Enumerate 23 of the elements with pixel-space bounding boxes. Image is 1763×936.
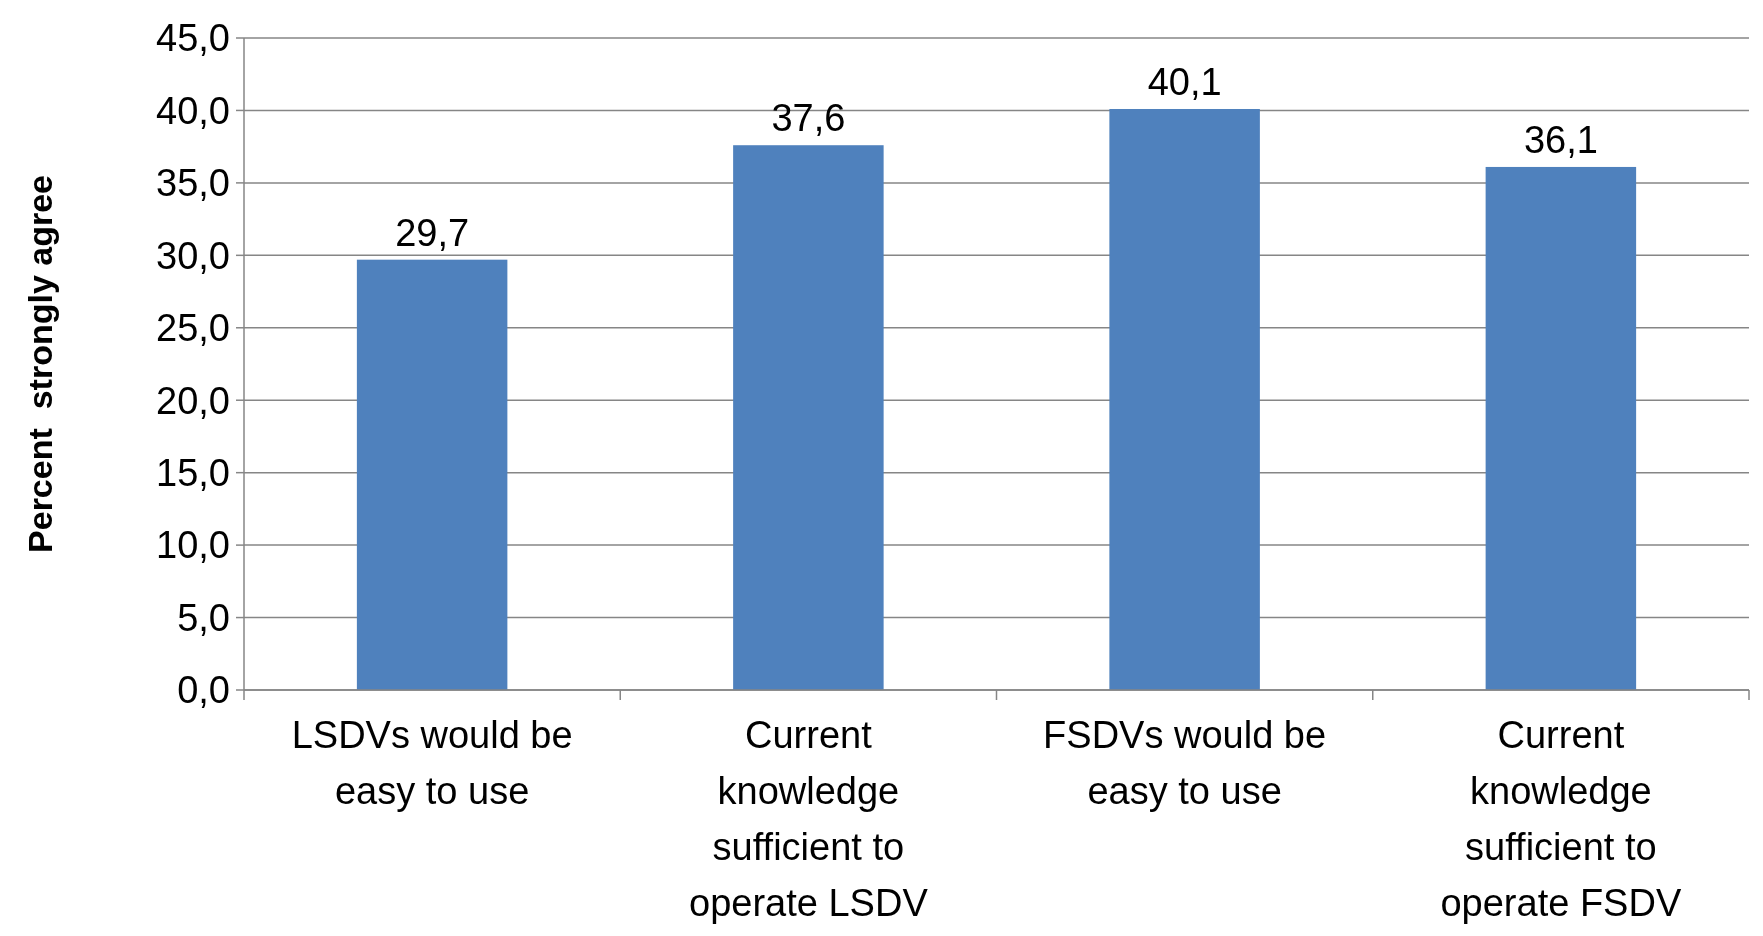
y-tick-label: 0,0 bbox=[177, 669, 230, 712]
y-tick-label: 45,0 bbox=[156, 17, 230, 60]
y-tick-label: 35,0 bbox=[156, 162, 230, 205]
y-tick-label: 20,0 bbox=[156, 379, 230, 422]
bar bbox=[1485, 166, 1637, 690]
x-tick-label: LSDVs would be easy to use bbox=[291, 714, 573, 812]
x-tick-label: Current knowledge sufficient to operate FSDV bbox=[1440, 714, 1682, 924]
data-label: 37,6 bbox=[771, 97, 846, 140]
bar bbox=[356, 259, 508, 690]
bar bbox=[1109, 109, 1260, 690]
y-axis-title: Percent strongly agree bbox=[21, 175, 59, 553]
y-tick-label: 40,0 bbox=[156, 89, 230, 132]
data-label: 36,1 bbox=[1523, 118, 1598, 161]
y-tick-label: 10,0 bbox=[156, 524, 230, 567]
y-tick-label: 5,0 bbox=[177, 596, 230, 639]
y-tick-label: 30,0 bbox=[156, 234, 230, 277]
y-tick-label: 15,0 bbox=[156, 451, 230, 494]
y-tick-label: 25,0 bbox=[156, 307, 230, 350]
data-label: 29,7 bbox=[395, 211, 470, 254]
x-tick-label: FSDVs would be easy to use bbox=[1043, 714, 1327, 812]
data-label: 40,1 bbox=[1147, 61, 1222, 103]
bar bbox=[733, 145, 884, 690]
x-tick-label: Current knowledge sufficient to operate LSDV bbox=[689, 714, 929, 924]
